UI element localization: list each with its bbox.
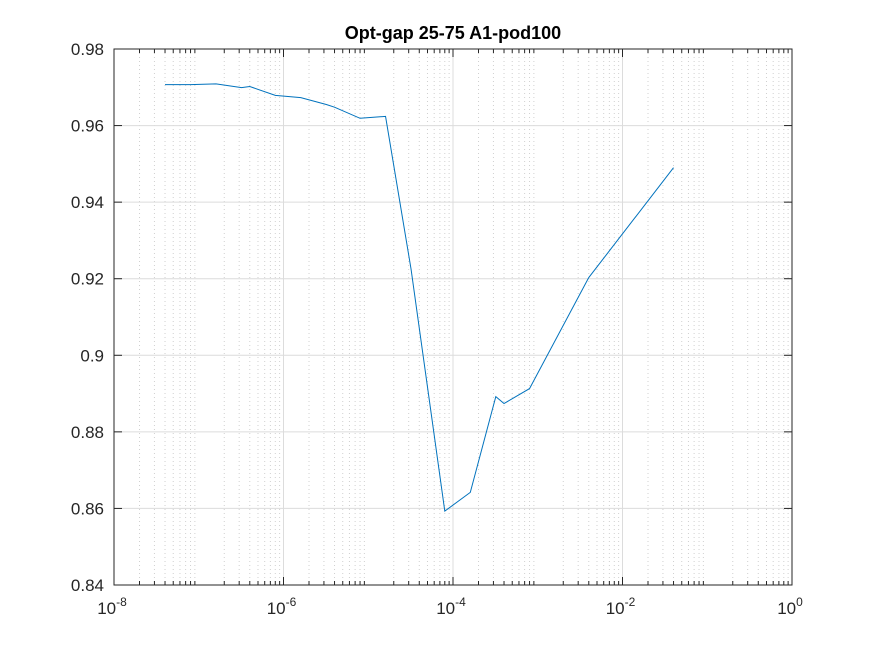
x-tick-label: 10-2 <box>606 595 636 618</box>
y-tick-label: 0.84 <box>71 576 104 595</box>
y-tick-label: 0.9 <box>80 346 104 365</box>
x-tick-label: 10-4 <box>436 595 466 618</box>
y-axis-ticks: 0.84 0.86 0.88 0.9 0.92 0.94 0.96 0.98 <box>71 40 792 595</box>
x-axis-ticks: 10-8 10-6 10-4 10-2 100 <box>97 49 803 618</box>
x-tick-label: 10-8 <box>97 595 127 618</box>
y-tick-label: 0.98 <box>71 40 104 59</box>
y-tick-label: 0.96 <box>71 117 104 136</box>
x-tick-label: 10-6 <box>267 595 297 618</box>
major-grid <box>113 49 793 585</box>
chart-title: Opt-gap 25-75 A1-pod100 <box>345 23 561 43</box>
y-tick-label: 0.94 <box>71 193 104 212</box>
y-tick-label: 0.86 <box>71 499 104 518</box>
x-tick-label: 100 <box>777 595 803 618</box>
y-tick-label: 0.92 <box>71 270 104 289</box>
series-line <box>165 83 674 513</box>
minor-grid <box>139 49 789 585</box>
y-tick-label: 0.88 <box>71 423 104 442</box>
